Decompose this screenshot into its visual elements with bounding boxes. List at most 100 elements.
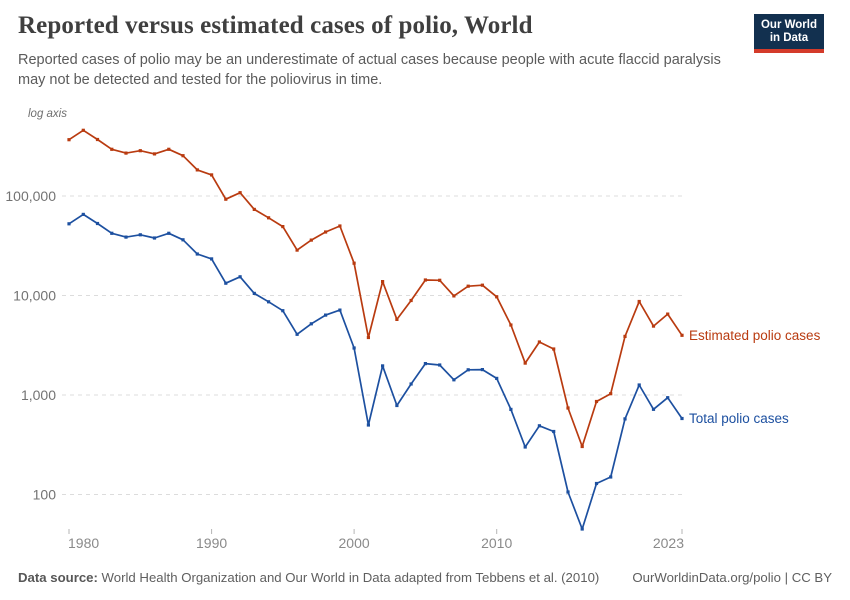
- data-point-total: [609, 475, 613, 479]
- data-source-text: World Health Organization and Our World …: [97, 570, 600, 585]
- chart-subtitle: Reported cases of polio may be an undere…: [18, 50, 758, 90]
- data-point-estimated: [338, 224, 342, 228]
- data-source: Data source: World Health Organization a…: [18, 570, 599, 585]
- data-point-estimated: [651, 324, 656, 328]
- data-point-estimated: [637, 299, 641, 304]
- data-point-total: [509, 407, 513, 411]
- data-point-total: [452, 378, 456, 382]
- data-point-total: [81, 212, 85, 216]
- x-axis-label: 1980: [68, 535, 99, 551]
- data-point-total: [552, 429, 556, 434]
- polio-line-chart: 100,000 10,000 1,000 100 log axis 1980 1990 200…: [5, 108, 820, 551]
- owid-logo-line2: in Data: [769, 32, 809, 44]
- data-point-total: [381, 364, 385, 368]
- data-point-total: [423, 362, 427, 366]
- data-point-total: [252, 291, 256, 295]
- chart-area: 100,000 10,000 1,000 100 log axis 1980 1990 200…: [0, 100, 850, 560]
- data-point-estimated: [623, 334, 627, 338]
- data-point-estimated: [480, 283, 484, 287]
- data-point-total: [338, 308, 342, 312]
- data-point-total: [409, 382, 413, 386]
- data-point-estimated: [281, 225, 285, 229]
- data-point-total: [267, 300, 271, 304]
- chart-subtitle-line1: Reported cases of polio may be an undere…: [18, 52, 721, 68]
- data-point-total: [366, 423, 370, 427]
- data-point-estimated: [267, 216, 271, 220]
- data-point-estimated: [138, 149, 142, 153]
- data-point-estimated: [395, 317, 399, 321]
- y-axis-label: 100,000: [5, 188, 56, 204]
- data-point-estimated: [509, 323, 513, 327]
- chart-header: Reported versus estimated cases of polio…: [18, 12, 832, 90]
- data-point-estimated: [309, 238, 313, 242]
- series-line-estimated: [68, 129, 683, 448]
- data-point-estimated: [352, 261, 356, 265]
- data-point-total: [167, 231, 171, 235]
- data-point-total: [594, 481, 599, 486]
- y-axis-label: 10,000: [13, 288, 56, 304]
- data-point-total: [210, 257, 214, 261]
- data-point-total: [395, 403, 399, 408]
- data-point-estimated: [523, 361, 527, 365]
- footer-link[interactable]: OurWorldinData.org/polio | CC BY: [632, 570, 832, 585]
- chart-subtitle-line2: may not be detected and tested for the p…: [18, 72, 383, 88]
- data-point-total: [95, 221, 100, 226]
- data-point-estimated: [124, 151, 128, 155]
- data-point-estimated: [195, 168, 199, 172]
- data-point-total: [466, 368, 470, 372]
- data-point-total: [152, 236, 157, 240]
- log-axis-note: log axis: [28, 108, 67, 120]
- data-point-total: [352, 346, 356, 350]
- data-point-estimated: [110, 147, 114, 151]
- owid-logo-line1: Our World: [760, 19, 817, 31]
- data-point-total: [651, 407, 656, 411]
- data-point-estimated: [252, 207, 256, 211]
- data-point-estimated: [609, 392, 613, 396]
- series-line-total: [68, 213, 683, 530]
- data-point-estimated: [537, 340, 541, 344]
- y-axis-label: 1,000: [21, 387, 56, 403]
- data-point-total: [224, 281, 228, 285]
- data-point-estimated: [152, 152, 157, 156]
- data-point-estimated: [552, 347, 556, 351]
- data-point-total: [537, 424, 541, 428]
- data-point-estimated: [594, 399, 599, 404]
- data-point-total: [566, 490, 570, 494]
- data-point-estimated: [438, 278, 442, 282]
- data-point-estimated: [666, 312, 670, 316]
- x-axis-label: 2000: [339, 535, 370, 551]
- data-point-estimated: [181, 154, 185, 158]
- data-point-estimated: [466, 284, 470, 288]
- data-point-estimated: [580, 444, 584, 449]
- data-point-total: [438, 363, 442, 367]
- data-point-estimated: [167, 147, 171, 151]
- data-point-total: [238, 275, 242, 279]
- data-point-estimated: [495, 295, 499, 299]
- data-point-estimated: [423, 278, 427, 282]
- data-point-estimated: [81, 128, 85, 132]
- data-point-estimated: [295, 248, 299, 252]
- data-point-total: [309, 322, 313, 326]
- data-point-estimated: [409, 298, 413, 303]
- data-point-estimated: [566, 406, 570, 410]
- data-point-total: [181, 238, 185, 242]
- data-source-label: Data source:: [18, 570, 98, 585]
- data-point-estimated: [452, 294, 456, 298]
- series-label-total: Total polio cases: [689, 411, 789, 426]
- data-point-estimated: [95, 137, 100, 142]
- data-point-total: [110, 231, 114, 235]
- data-point-total: [666, 396, 670, 400]
- data-point-estimated: [224, 197, 228, 201]
- x-axis-label: 2023: [653, 535, 684, 551]
- data-point-total: [480, 368, 484, 372]
- data-point-estimated: [210, 173, 214, 177]
- x-axis-label: 1990: [196, 535, 227, 551]
- data-point-estimated: [366, 335, 370, 340]
- data-point-total: [195, 252, 199, 256]
- data-point-total: [324, 313, 328, 317]
- data-point-estimated: [67, 138, 71, 142]
- owid-logo[interactable]: Our World in Data: [753, 14, 824, 53]
- data-point-total: [295, 332, 299, 336]
- data-point-total: [67, 222, 71, 226]
